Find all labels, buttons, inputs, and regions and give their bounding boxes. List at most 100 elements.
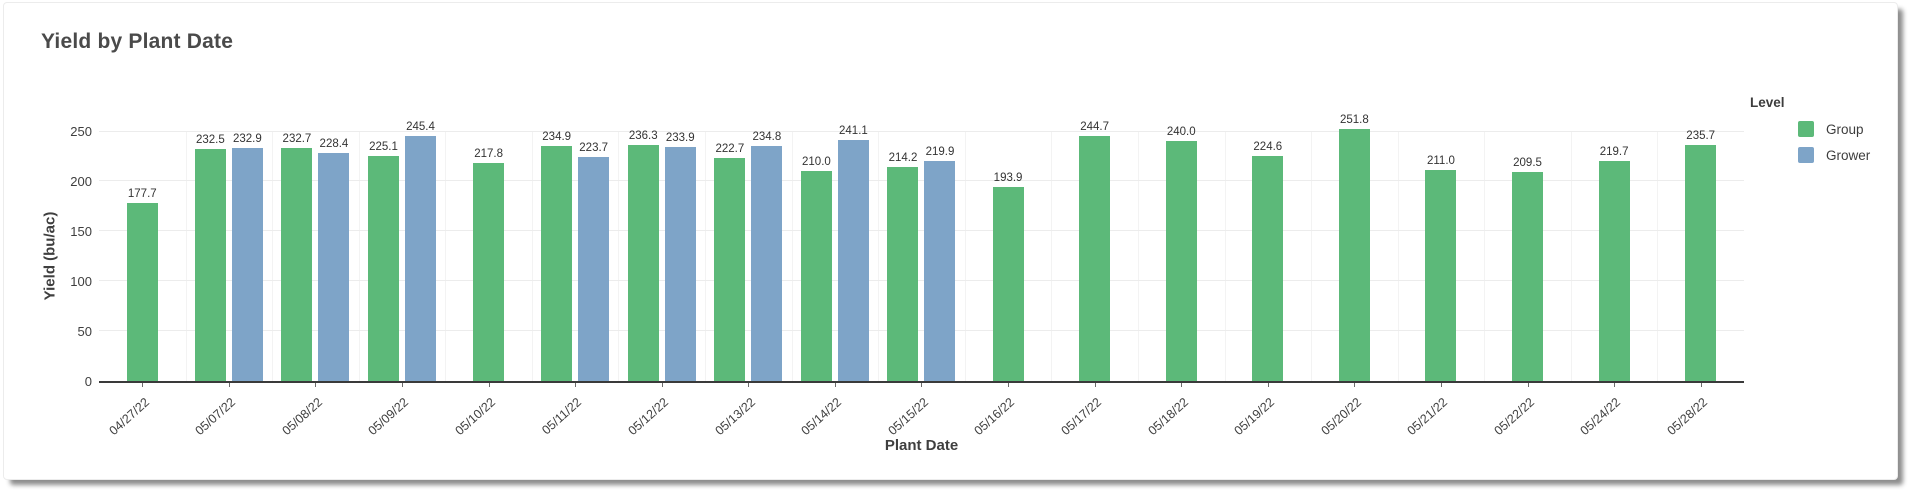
bar-group-04/27/22[interactable]: 177.7 — [126, 188, 158, 381]
legend-swatch-grower — [1798, 147, 1814, 163]
bar-value-label: 209.5 — [1513, 156, 1542, 169]
bar-value-label: 234.8 — [752, 131, 782, 144]
bar-value-label: 251.8 — [1339, 114, 1369, 127]
category-separator-line — [1397, 131, 1399, 381]
legend-item-grower[interactable]: Grower — [1750, 147, 1905, 163]
bar-value-label: 223.7 — [579, 142, 609, 155]
x-tick-label: 05/24/22 — [1577, 395, 1624, 438]
category-separator-line — [1224, 131, 1226, 381]
bar-group-05/17/22[interactable]: 244.7 — [1079, 121, 1111, 381]
bar-value-label: 177.7 — [127, 188, 157, 201]
bar-value-label: 219.7 — [1599, 146, 1629, 159]
bar-group-05/19/22[interactable]: 224.6 — [1252, 141, 1284, 381]
legend-item-group[interactable]: Group — [1750, 121, 1905, 137]
x-tick-cell: 05/10/22 — [445, 383, 532, 447]
x-tick-cell: 05/11/22 — [532, 383, 619, 447]
bar-group-05/07/22[interactable]: 232.5 — [194, 134, 226, 381]
x-tick-mark — [1440, 383, 1442, 387]
bar-group-05/15/22[interactable]: 214.2 — [887, 152, 919, 381]
x-tick-cell: 05/16/22 — [965, 383, 1052, 447]
bar-grower-05/08/22[interactable]: 228.4 — [318, 138, 350, 381]
bar-value-label: 210.0 — [802, 156, 831, 168]
bar-group-05/18/22[interactable]: 240.0 — [1165, 126, 1197, 381]
category-separator-line — [185, 131, 187, 381]
bar-category-05/13/22: 222.7 234.8 — [705, 131, 792, 381]
x-tick-mark — [1354, 383, 1356, 387]
y-tick-label: 100 — [70, 274, 92, 289]
bar-group-05/28/22[interactable]: 235.7 — [1685, 130, 1717, 381]
bar-group-05/08/22[interactable]: 232.7 — [281, 133, 313, 381]
x-tick-mark — [1008, 383, 1010, 387]
bar-group-05/24/22[interactable]: 219.7 — [1598, 146, 1630, 381]
category-separator-line — [878, 131, 880, 381]
y-tick-label: 0 — [84, 374, 92, 389]
bar-category-05/17/22: 244.7 — [1051, 121, 1138, 381]
bar-value-label: 214.2 — [888, 151, 918, 164]
bar-grower-05/15/22[interactable]: 219.9 — [924, 146, 956, 381]
bar-category-05/24/22: 219.7 — [1571, 131, 1658, 381]
x-tick-label: 05/16/22 — [971, 395, 1018, 438]
category-separator-line — [1657, 131, 1659, 381]
bar-grower-05/09/22[interactable]: 245.4 — [405, 121, 437, 381]
bar-category-05/11/22: 234.9 223.7 — [532, 131, 619, 381]
x-tick-mark — [142, 383, 144, 387]
bar-group-05/09/22[interactable]: 225.1 — [368, 141, 400, 381]
x-tick-cell: 04/27/22 — [99, 383, 186, 447]
x-tick-cell: 05/19/22 — [1225, 383, 1312, 447]
x-tick-mark — [1181, 383, 1183, 387]
x-tick-mark — [1267, 383, 1269, 387]
x-tick-cell: 05/20/22 — [1311, 383, 1398, 447]
bar-group-05/11/22[interactable]: 234.9 — [541, 131, 573, 381]
category-separator-line — [531, 131, 533, 381]
x-tick-label: 05/22/22 — [1491, 395, 1537, 438]
bar-value-label: 236.3 — [628, 129, 658, 142]
x-tick-cell: 05/24/22 — [1571, 383, 1658, 447]
category-separator-line — [445, 131, 447, 381]
bar-group-05/12/22[interactable]: 236.3 — [627, 130, 659, 381]
bar-group-05/22/22[interactable]: 209.5 — [1512, 157, 1544, 381]
bar-value-label: 235.7 — [1686, 130, 1716, 143]
bar-group-05/10/22[interactable]: 217.8 — [473, 148, 505, 381]
bar-value-label: 232.7 — [282, 133, 312, 146]
bar-grower-05/13/22[interactable]: 234.8 — [751, 131, 783, 381]
x-tick-mark — [661, 383, 663, 387]
bar-category-05/21/22: 211.0 — [1398, 131, 1485, 381]
legend-item-label: Group — [1826, 121, 1864, 137]
bar-value-label: 211.0 — [1426, 155, 1455, 167]
bars-container: 177.7 232.5 232.9 232.7 228.4 225.1 245.4 217.8… — [99, 114, 1744, 381]
bar-category-05/20/22: 251.8 — [1311, 114, 1398, 381]
bar-grower-05/12/22[interactable]: 233.9 — [664, 132, 696, 381]
bar-value-label: 232.9 — [232, 133, 262, 146]
x-tick-mark — [228, 383, 230, 387]
legend: Level Group Grower — [1750, 95, 1905, 173]
y-tick-label: 250 — [70, 124, 92, 139]
chart-card: Yield by Plant Date Yield (bu/ac) 177.7 2… — [3, 2, 1898, 480]
bar-grower-05/11/22[interactable]: 223.7 — [578, 142, 610, 381]
bar-grower-05/14/22[interactable]: 241.1 — [837, 125, 869, 381]
x-tick-cell: 05/13/22 — [705, 383, 792, 447]
bar-group-05/16/22[interactable]: 193.9 — [992, 172, 1024, 381]
bar-category-05/28/22: 235.7 — [1657, 130, 1744, 381]
x-tick-label: 05/08/22 — [279, 395, 325, 438]
y-gridline — [99, 280, 1744, 281]
x-tick-label: 05/09/22 — [365, 395, 412, 438]
bar-category-05/16/22: 193.9 — [965, 131, 1052, 381]
bar-value-label: 219.9 — [925, 146, 955, 159]
x-tick-mark — [488, 383, 490, 387]
bar-value-label: 224.6 — [1253, 141, 1283, 154]
category-separator-line — [1051, 131, 1053, 381]
category-separator-line — [272, 131, 274, 381]
bar-group-05/20/22[interactable]: 251.8 — [1338, 114, 1370, 381]
x-tick-cell: 05/12/22 — [618, 383, 705, 447]
bar-group-05/21/22[interactable]: 211.0 — [1425, 155, 1457, 381]
bar-group-05/13/22[interactable]: 222.7 — [714, 143, 746, 381]
category-separator-line — [358, 131, 360, 381]
x-tick-label: 05/18/22 — [1145, 395, 1191, 438]
x-tick-label: 05/14/22 — [798, 395, 845, 438]
bar-group-05/14/22[interactable]: 210.0 — [800, 156, 832, 381]
x-tick-cell: 05/21/22 — [1398, 383, 1485, 447]
bar-value-label: 193.9 — [993, 172, 1023, 185]
bar-value-label: 234.9 — [542, 131, 572, 144]
bar-grower-05/07/22[interactable]: 232.9 — [231, 133, 263, 381]
y-gridline — [99, 131, 1744, 132]
